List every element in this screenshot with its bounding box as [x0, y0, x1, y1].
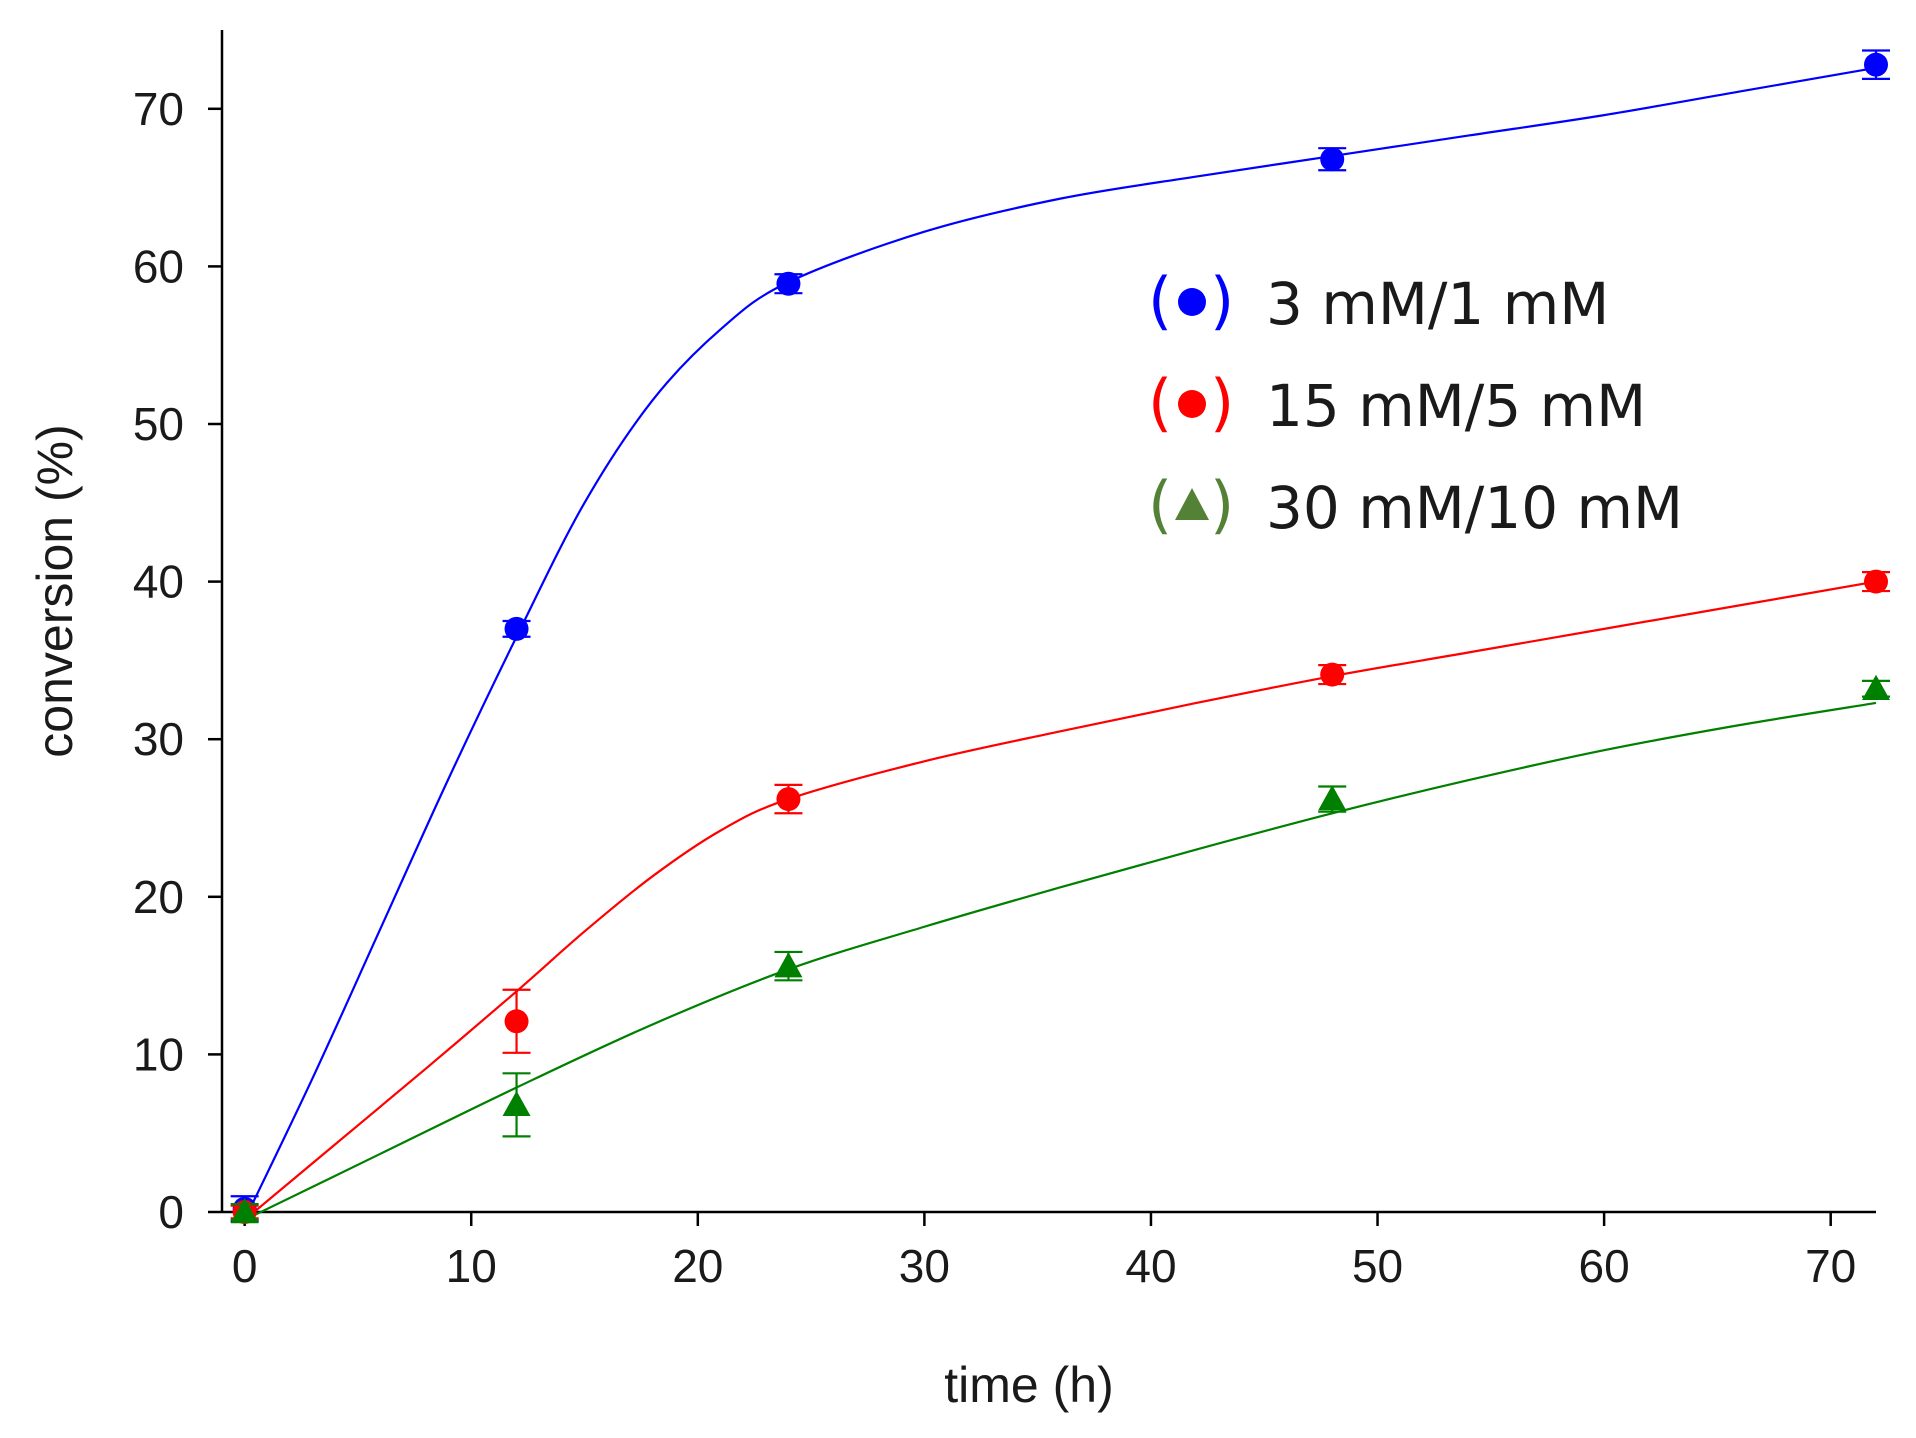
legend-entry-3-mm-1-mm: () 3 mM/1 mM	[1148, 264, 1609, 338]
marker-triangle	[1862, 674, 1890, 700]
legend-label: 3 mM/1 mM	[1266, 270, 1609, 338]
x-axis-title: time (h)	[944, 1357, 1113, 1413]
data-point-15-mm-5-mm	[1318, 662, 1347, 687]
legend-marker-triangle	[1175, 488, 1209, 520]
data-point-30-mm-10-mm	[774, 950, 803, 982]
marker-circle	[1864, 52, 1888, 77]
y-tick-label: 70	[133, 83, 184, 135]
legend-paren-close: )	[1210, 264, 1234, 337]
marker-triangle	[230, 1198, 259, 1224]
data-point-15-mm-5-mm	[502, 988, 531, 1054]
x-tick-label: 50	[1352, 1240, 1403, 1292]
legend-entry-30-mm-10-mm: () 30 mM/10 mM	[1148, 468, 1683, 542]
legend-label: 15 mM/5 mM	[1266, 372, 1646, 440]
data-point-3-mm-1-mm	[774, 271, 803, 296]
data-point-30-mm-10-mm	[1862, 674, 1890, 700]
x-tick-label: 0	[232, 1240, 258, 1292]
legend: () 3 mM/1 mM () 15 mM/5 mM () 30 mM/10 mM	[1148, 264, 1683, 542]
marker-circle	[1320, 662, 1345, 687]
legend-label: 30 mM/10 mM	[1266, 474, 1683, 542]
x-tick-label: 10	[446, 1240, 497, 1292]
y-tick-label: 30	[133, 713, 184, 765]
marker-triangle	[774, 952, 803, 978]
legend-marker-circle	[1178, 288, 1206, 316]
legend-paren-open: (	[1148, 366, 1172, 439]
data-point-3-mm-1-mm	[502, 616, 531, 641]
marker-triangle	[1318, 785, 1347, 811]
fit-curves	[243, 66, 1877, 1221]
y-tick-label: 0	[158, 1186, 184, 1238]
marker-circle	[776, 787, 801, 812]
y-tick-label: 50	[133, 398, 184, 450]
x-tick-label: 70	[1805, 1240, 1856, 1292]
data-point-15-mm-5-mm	[1862, 569, 1890, 594]
data-point-3-mm-1-mm	[1862, 49, 1890, 80]
fit-curve-15-mm-5-mm	[243, 580, 1877, 1221]
y-tick-label: 10	[133, 1028, 184, 1080]
marker-circle	[776, 271, 801, 296]
x-tick-label: 30	[899, 1240, 950, 1292]
legend-entry-15-mm-5-mm: () 15 mM/5 mM	[1148, 366, 1646, 440]
marker-triangle	[502, 1090, 531, 1117]
plot-frame	[220, 30, 1876, 1214]
x-axis-ticks: 0 10 20 30 40 50 60 70	[232, 1212, 1856, 1292]
y-axis-title: conversion (%)	[27, 424, 83, 757]
y-tick-label: 60	[133, 240, 184, 292]
legend-paren-close: )	[1210, 366, 1234, 439]
x-tick-label: 40	[1125, 1240, 1176, 1292]
data-point-30-mm-10-mm	[230, 1198, 259, 1224]
marker-circle	[504, 616, 529, 641]
data-point-15-mm-5-mm	[774, 783, 803, 815]
data-points	[230, 49, 1890, 1224]
fit-curve-30-mm-10-mm	[244, 701, 1877, 1221]
marker-circle	[1864, 569, 1888, 594]
y-tick-label: 40	[133, 556, 184, 608]
legend-paren-open: (	[1148, 468, 1172, 541]
fit-curve-3-mm-1-mm	[243, 66, 1877, 1221]
marker-circle	[504, 1009, 529, 1034]
legend-paren-close: )	[1210, 468, 1234, 541]
x-tick-label: 60	[1579, 1240, 1630, 1292]
marker-circle	[1320, 147, 1345, 172]
data-point-3-mm-1-mm	[1318, 147, 1347, 172]
data-point-30-mm-10-mm	[502, 1072, 531, 1138]
x-tick-label: 20	[672, 1240, 723, 1292]
data-point-30-mm-10-mm	[1318, 785, 1347, 813]
legend-paren-open: (	[1148, 264, 1172, 337]
y-tick-label: 20	[133, 871, 184, 923]
legend-marker-circle	[1178, 390, 1206, 418]
y-axis-ticks: 0 10 20 30 40 50 60 70	[133, 83, 222, 1238]
